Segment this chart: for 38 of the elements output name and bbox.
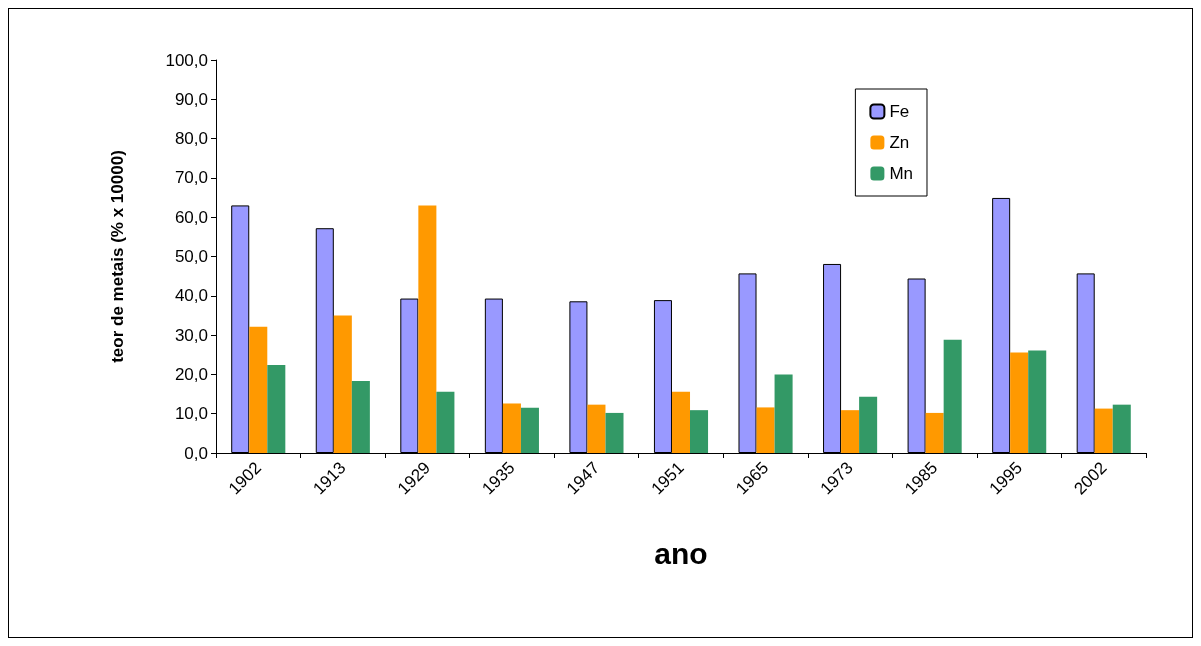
y-tick-label: 60,0 (174, 207, 208, 227)
bar (690, 410, 709, 453)
y-axis-title: teor de metais (% x 10000) (108, 150, 127, 363)
bar (1028, 350, 1047, 453)
y-tick-label: 0,0 (184, 443, 208, 463)
bar (418, 205, 437, 453)
bar (351, 381, 370, 453)
bar (1010, 352, 1029, 453)
bar (925, 412, 944, 453)
bar (436, 391, 455, 453)
bar (859, 396, 878, 453)
legend-label: Zn (889, 133, 910, 152)
y-tick-label: 90,0 (174, 89, 208, 109)
y-tick-label: 10,0 (174, 404, 208, 424)
bar (671, 391, 691, 453)
bar (502, 403, 521, 453)
bar (1112, 404, 1131, 453)
bar (756, 407, 775, 453)
bar (587, 404, 606, 453)
legend-label: Mn (889, 164, 914, 183)
legend-label: Fe (889, 102, 910, 121)
y-tick-label: 100,0 (165, 50, 208, 70)
bar (1094, 408, 1113, 453)
bar (774, 374, 793, 453)
x-axis-title: ano (654, 536, 708, 570)
y-tick-label: 30,0 (174, 325, 208, 345)
y-tick-label: 20,0 (174, 364, 208, 384)
y-tick-label: 70,0 (174, 168, 208, 188)
bar (841, 410, 860, 453)
bar (943, 339, 962, 453)
bar (333, 315, 352, 453)
bar (605, 412, 624, 453)
y-tick-label: 40,0 (174, 286, 208, 306)
bar (249, 326, 268, 453)
bar (267, 364, 286, 453)
y-tick-label: 80,0 (174, 129, 208, 149)
bar (520, 407, 539, 453)
y-tick-label: 50,0 (174, 247, 208, 266)
